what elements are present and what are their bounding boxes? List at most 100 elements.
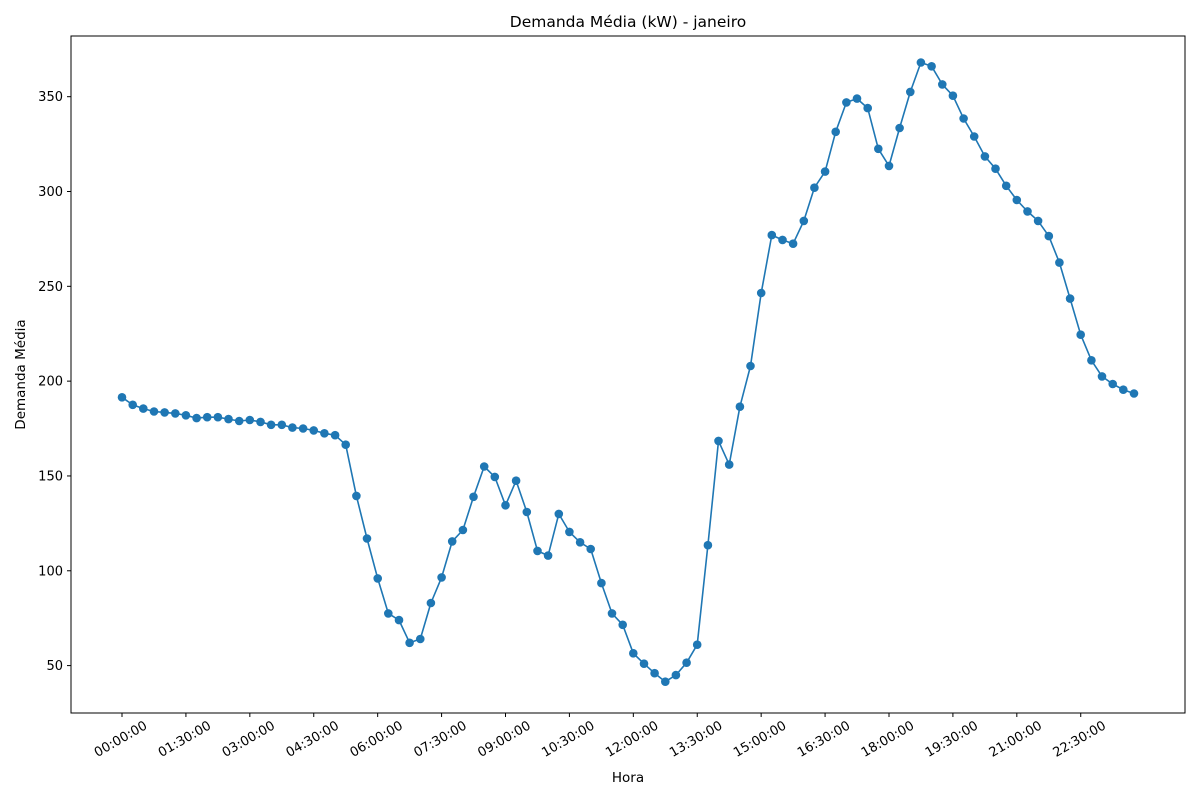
- y-tick-label: 50: [46, 659, 63, 674]
- data-point: [128, 400, 137, 410]
- y-tick-label: 300: [38, 185, 63, 200]
- data-point: [277, 420, 287, 430]
- data-point: [160, 408, 169, 417]
- data-point: [543, 551, 553, 560]
- data-point: [554, 509, 564, 519]
- data-point: [788, 239, 798, 248]
- data-point: [522, 507, 532, 517]
- data-point: [256, 417, 265, 427]
- data-point: [820, 167, 830, 176]
- data-point: [661, 677, 670, 686]
- chart-title: Demanda Média (kW) - janeiro: [510, 13, 746, 31]
- x-tick-label: 21:00:00: [987, 718, 1045, 760]
- data-point: [1097, 372, 1107, 381]
- data-point: [756, 288, 766, 298]
- data-point: [927, 62, 936, 71]
- data-point: [1119, 385, 1128, 395]
- data-point: [426, 598, 436, 608]
- data-point: [650, 668, 659, 678]
- data-point: [735, 402, 745, 412]
- data-point: [969, 132, 979, 141]
- x-axis: 00:00:00 01:30:00 03:00:00 04:30:00 06:00:00…: [92, 713, 1109, 761]
- data-point: [117, 393, 127, 402]
- data-point: [1087, 356, 1096, 365]
- x-tick-label: 03:00:00: [220, 718, 278, 760]
- data-point: [1001, 181, 1011, 191]
- y-tick-label: 250: [38, 280, 63, 295]
- data-point: [629, 649, 638, 658]
- data-point: [831, 127, 840, 137]
- data-point: [181, 411, 191, 420]
- plot-frame: [70, 35, 1186, 714]
- data-point: [1129, 389, 1139, 398]
- data-point: [490, 472, 500, 482]
- data-point: [288, 423, 297, 432]
- x-tick-label: 16:30:00: [795, 718, 853, 760]
- x-tick-label: 13:30:00: [667, 718, 725, 760]
- x-tick-label: 18:00:00: [859, 718, 917, 760]
- data-point: [171, 409, 180, 418]
- x-tick-label: 00:00:00: [92, 718, 150, 760]
- data-point: [810, 183, 819, 192]
- data-point: [586, 544, 595, 554]
- data-point: [799, 216, 809, 226]
- data-point: [416, 634, 425, 644]
- data-point: [437, 573, 446, 582]
- data-point: [703, 540, 713, 550]
- data-point: [991, 164, 1000, 173]
- data-point: [458, 525, 468, 535]
- data-point: [1033, 216, 1043, 226]
- y-axis-label: Demanda Média: [13, 319, 29, 429]
- data-point: [671, 670, 681, 680]
- data-point: [1076, 330, 1085, 340]
- x-tick-label: 10:30:00: [539, 718, 597, 760]
- data-point: [724, 460, 734, 469]
- data-point: [618, 620, 627, 630]
- y-tick-label: 100: [38, 564, 63, 579]
- data-point: [1044, 231, 1054, 241]
- data-point: [341, 440, 351, 450]
- data-point: [533, 546, 542, 556]
- data-point: [746, 361, 755, 371]
- data-point: [373, 574, 383, 583]
- data-point: [884, 161, 894, 171]
- data-point: [298, 424, 308, 433]
- data-point: [778, 235, 787, 245]
- data-point: [224, 414, 233, 424]
- data-point: [139, 404, 148, 413]
- x-tick-label: 01:30:00: [156, 718, 214, 760]
- data-point: [692, 640, 702, 649]
- data-point: [938, 80, 947, 89]
- data-point: [405, 638, 414, 648]
- data-point: [906, 87, 915, 97]
- y-axis: 50 100 150 200 250 300 350: [38, 90, 71, 674]
- data-point: [511, 476, 521, 486]
- data-point: [469, 492, 478, 502]
- data-point: [895, 123, 904, 133]
- x-tick-label: 15:00:00: [731, 718, 789, 760]
- x-axis-label: Hora: [612, 770, 644, 786]
- data-point: [874, 144, 883, 154]
- data-point: [948, 91, 958, 100]
- data-point: [192, 413, 201, 423]
- data-point: [447, 537, 457, 546]
- x-tick-label: 09:00:00: [475, 718, 533, 760]
- data-point: [320, 429, 329, 438]
- data-point: [213, 412, 223, 422]
- data-point: [479, 462, 489, 471]
- data-point: [575, 538, 585, 547]
- data-point: [863, 103, 872, 113]
- x-tick-label: 07:30:00: [412, 718, 470, 760]
- x-tick-label: 04:30:00: [284, 718, 342, 760]
- y-tick-label: 200: [38, 375, 63, 390]
- x-tick-label: 12:00:00: [603, 718, 661, 760]
- data-point: [234, 416, 244, 426]
- x-tick-label: 19:30:00: [923, 718, 981, 760]
- data-point: [384, 609, 393, 618]
- x-tick-label: 22:30:00: [1051, 718, 1109, 760]
- data-point: [330, 430, 340, 440]
- data-point: [1023, 207, 1032, 216]
- data-point: [1108, 379, 1117, 389]
- data-point: [501, 501, 510, 510]
